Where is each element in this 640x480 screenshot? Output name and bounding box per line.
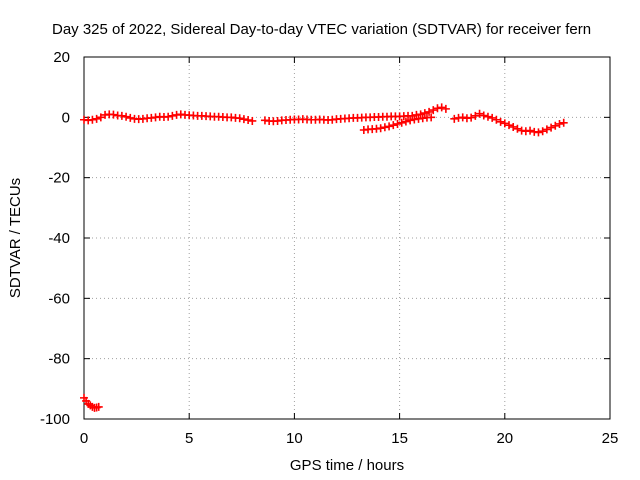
data-point bbox=[239, 115, 248, 124]
x-tick-label: 20 bbox=[496, 430, 513, 447]
data-point bbox=[389, 121, 398, 130]
data-point bbox=[385, 122, 394, 131]
data-point bbox=[92, 114, 101, 123]
x-tick-label: 15 bbox=[391, 430, 408, 447]
data-point bbox=[433, 104, 442, 113]
x-tick-label: 5 bbox=[185, 430, 193, 447]
data-point bbox=[526, 126, 535, 135]
plot-frame bbox=[83, 56, 611, 420]
data-point bbox=[471, 111, 480, 120]
data-point bbox=[509, 122, 518, 131]
y-tick-label: -20 bbox=[48, 170, 70, 187]
data-point bbox=[437, 103, 446, 112]
x-tick-labels: 0 5 10 15 20 25 bbox=[80, 430, 619, 447]
data-point bbox=[479, 111, 488, 120]
data-point bbox=[235, 114, 244, 123]
data-point bbox=[488, 113, 497, 122]
data-point bbox=[244, 116, 253, 125]
data-point bbox=[492, 115, 501, 124]
data-point bbox=[376, 124, 385, 133]
data-point bbox=[538, 127, 547, 136]
data-point bbox=[427, 113, 436, 122]
data-point bbox=[441, 104, 450, 113]
y-tick-label: -40 bbox=[48, 230, 70, 247]
data-point bbox=[164, 112, 173, 121]
y-tick-label: -100 bbox=[40, 411, 70, 428]
data-point bbox=[94, 402, 103, 411]
data-point bbox=[406, 116, 415, 125]
grid-lines bbox=[84, 57, 610, 419]
data-point bbox=[393, 119, 402, 128]
data-point bbox=[380, 123, 389, 132]
data-point bbox=[458, 113, 467, 122]
data-point bbox=[450, 114, 459, 123]
y-tick-label: 20 bbox=[53, 49, 70, 66]
data-point bbox=[117, 111, 126, 120]
data-point bbox=[126, 113, 135, 122]
data-point bbox=[467, 113, 476, 122]
data-point bbox=[496, 117, 505, 126]
data-point bbox=[475, 109, 484, 118]
data-point bbox=[429, 106, 438, 115]
y-tick-label: -80 bbox=[48, 351, 70, 368]
data-point bbox=[397, 118, 406, 127]
data-point bbox=[505, 121, 514, 130]
data-point bbox=[420, 109, 429, 118]
data-point bbox=[96, 113, 105, 122]
y-axis-label: SDTVAR / TECUs bbox=[7, 178, 24, 298]
x-tick-label: 25 bbox=[602, 430, 619, 447]
data-point bbox=[483, 112, 492, 121]
data-point bbox=[248, 116, 257, 125]
data-point bbox=[168, 111, 177, 120]
data-point bbox=[109, 110, 118, 119]
data-point bbox=[559, 118, 568, 127]
chart-title: Day 325 of 2022, Sidereal Day-to-day VTE… bbox=[52, 21, 591, 38]
data-point bbox=[551, 121, 560, 130]
y-tick-labels: -100 -80 -60 -40 -20 0 20 bbox=[40, 49, 70, 428]
data-point bbox=[513, 124, 522, 133]
x-tick-label: 10 bbox=[286, 430, 303, 447]
data-point bbox=[555, 119, 564, 128]
data-point bbox=[547, 123, 556, 132]
data-point bbox=[534, 128, 543, 137]
data-point bbox=[500, 119, 509, 128]
data-points bbox=[80, 103, 568, 412]
data-point bbox=[88, 115, 97, 124]
x-tick-label: 0 bbox=[80, 430, 88, 447]
x-axis-label: GPS time / hours bbox=[290, 457, 404, 474]
y-tick-label: -60 bbox=[48, 290, 70, 307]
axis-ticks bbox=[83, 56, 611, 420]
data-point bbox=[401, 117, 410, 126]
data-point bbox=[425, 107, 434, 116]
data-point bbox=[542, 125, 551, 134]
y-tick-label: 0 bbox=[62, 109, 70, 126]
data-point bbox=[122, 112, 131, 121]
